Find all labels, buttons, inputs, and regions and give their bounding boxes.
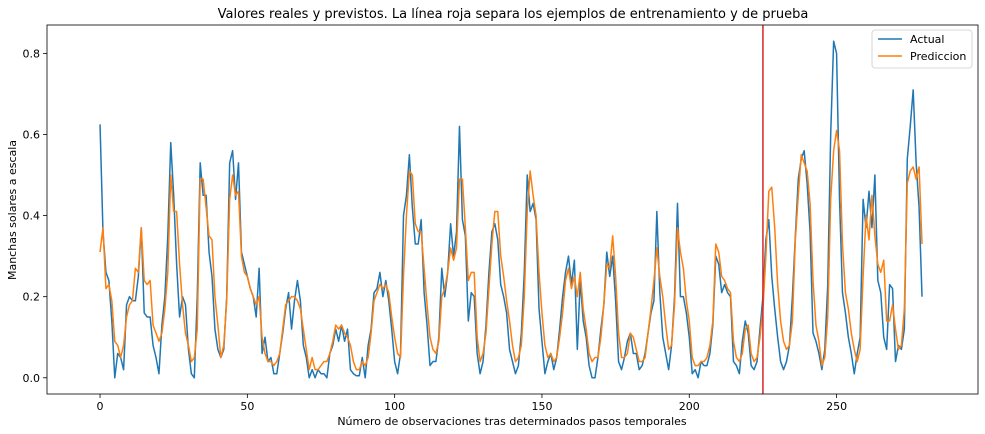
y-tick-label: 0.0 [23, 372, 41, 385]
x-tick-label: 100 [384, 400, 405, 413]
plot-area [47, 25, 978, 394]
x-axis-label: Número de observaciones tras determinado… [337, 415, 687, 428]
y-axis-label: Manchas solares a escala [6, 140, 19, 280]
chart-title: Valores reales y previstos. La línea roj… [218, 7, 809, 22]
x-axis: 0 50 100 150 200 250 [97, 394, 847, 413]
x-tick-label: 50 [240, 400, 254, 413]
x-tick-label: 200 [679, 400, 700, 413]
x-tick-label: 0 [97, 400, 104, 413]
y-tick-label: 0.2 [23, 291, 41, 304]
series-line-actual [99, 40, 923, 379]
y-tick-label: 0.6 [23, 128, 41, 141]
legend-label-actual: Actual [910, 33, 944, 46]
series-layer [99, 40, 923, 379]
y-tick-label: 0.8 [23, 47, 41, 60]
legend-label-prediccion: Prediccion [910, 50, 966, 63]
x-tick-label: 250 [826, 400, 847, 413]
legend: Actual Prediccion [871, 29, 973, 69]
x-tick-label: 150 [531, 400, 552, 413]
plot-frame [46, 24, 979, 395]
y-axis: 0.0 0.2 0.4 0.6 0.8 [23, 47, 47, 385]
series-line-prediccion [99, 129, 923, 371]
y-tick-label: 0.4 [23, 210, 41, 223]
